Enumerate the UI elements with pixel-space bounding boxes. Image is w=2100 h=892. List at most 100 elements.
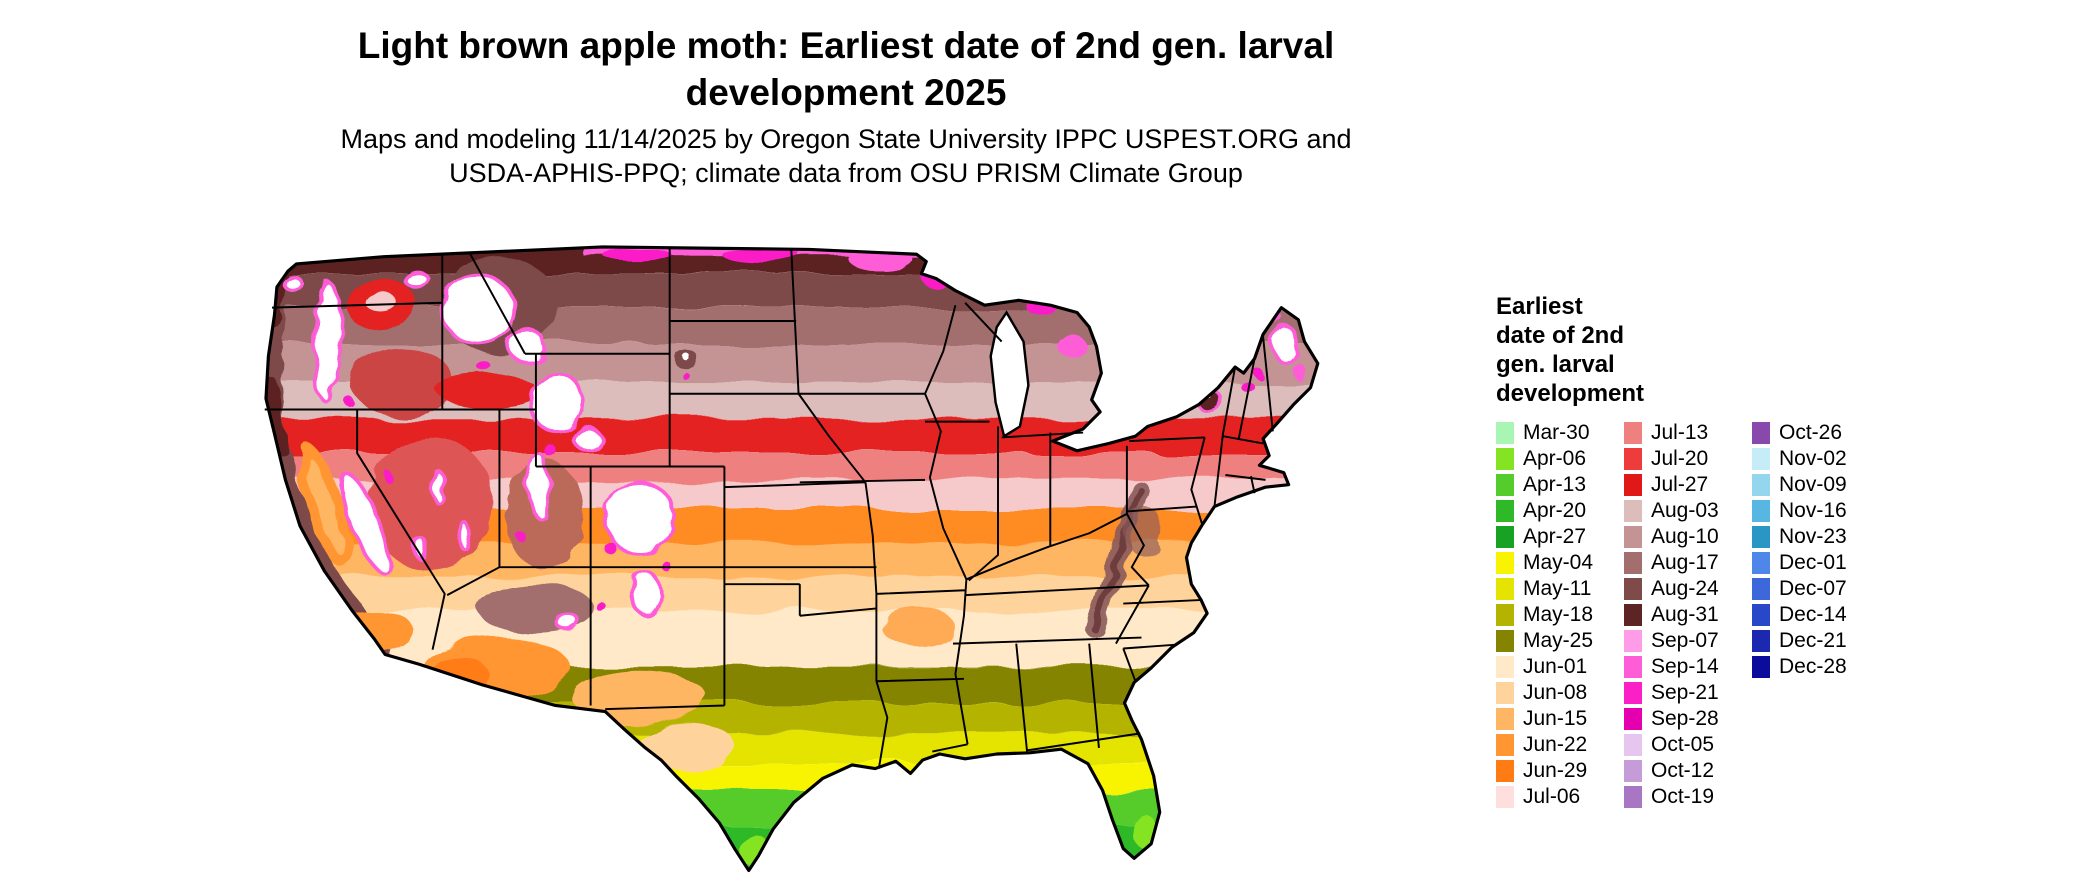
legend-label: Jul-13 — [1651, 421, 1709, 444]
legend-entry: Jun-01 — [1496, 654, 1610, 680]
legend-label: Dec-28 — [1779, 655, 1847, 678]
legend-swatch — [1624, 630, 1642, 652]
legend-label: Aug-03 — [1651, 499, 1719, 522]
legend-entry: Apr-06 — [1496, 446, 1610, 472]
legend-label: Jul-27 — [1651, 473, 1709, 496]
legend-swatch — [1624, 604, 1642, 626]
legend-entry: Sep-21 — [1624, 680, 1738, 706]
legend-label: Aug-17 — [1651, 551, 1719, 574]
legend-label: Aug-24 — [1651, 577, 1719, 600]
legend-swatch — [1752, 500, 1770, 522]
state-borders — [264, 246, 1274, 769]
legend-entry: May-04 — [1496, 550, 1610, 576]
legend-entry: Nov-02 — [1752, 446, 1866, 472]
legend-label: Oct-05 — [1651, 733, 1715, 756]
legend-swatch — [1752, 656, 1770, 678]
legend-label: Nov-02 — [1779, 447, 1847, 470]
legend-entry: Jun-29 — [1496, 758, 1610, 784]
legend-label: Apr-13 — [1523, 473, 1587, 496]
legend-title: Earliest date of 2nd gen. larval develop… — [1496, 292, 1866, 408]
legend-label: May-25 — [1523, 629, 1594, 652]
legend-swatch — [1624, 708, 1642, 730]
legend-columns: Mar-30 Apr-06 Apr-13 Apr-20 Apr-27 May-04 May-… — [1496, 420, 1866, 810]
page-subtitle-line2: USDA-APHIS-PPQ; climate data from OSU PR… — [449, 158, 1243, 188]
legend-title-line: date of 2nd — [1496, 322, 1625, 349]
legend-swatch — [1624, 526, 1642, 548]
mountain-white-areas — [282, 270, 690, 631]
legend-entry: Dec-21 — [1752, 628, 1866, 654]
legend-entry: Aug-17 — [1624, 550, 1738, 576]
legend-entry: Apr-13 — [1496, 472, 1610, 498]
legend-label: Jun-15 — [1523, 707, 1588, 730]
legend-label: Jul-20 — [1651, 447, 1709, 470]
legend-swatch — [1496, 604, 1514, 626]
legend-label: Jun-29 — [1523, 759, 1588, 782]
legend-label: Apr-06 — [1523, 447, 1587, 470]
legend-entry: May-11 — [1496, 576, 1610, 602]
legend-entry: Dec-14 — [1752, 602, 1866, 628]
page-subtitle-line1: Maps and modeling 11/14/2025 by Oregon S… — [340, 124, 1352, 154]
legend-label: Nov-16 — [1779, 499, 1847, 522]
legend-swatch — [1624, 422, 1642, 444]
legend-swatch — [1752, 526, 1770, 548]
legend-title-line: development — [1496, 380, 1645, 407]
legend-swatch — [1496, 708, 1514, 730]
legend-label: Dec-14 — [1779, 603, 1847, 626]
legend-entry: Dec-28 — [1752, 654, 1866, 680]
legend-swatch — [1752, 552, 1770, 574]
legend-column: Oct-26 Nov-02 Nov-09 Nov-16 Nov-23 Dec-01 Dec-… — [1752, 420, 1866, 810]
legend-column: Jul-13 Jul-20 Jul-27 Aug-03 Aug-10 Aug-17 Aug-… — [1624, 420, 1738, 810]
legend-label: May-18 — [1523, 603, 1594, 626]
legend-swatch — [1752, 474, 1770, 496]
legend-label: Sep-21 — [1651, 681, 1719, 704]
legend-entry: Sep-14 — [1624, 654, 1738, 680]
legend-swatch — [1496, 760, 1514, 782]
legend-entry: Apr-27 — [1496, 524, 1610, 550]
legend-label: Jun-22 — [1523, 733, 1588, 756]
legend-label: Nov-23 — [1779, 525, 1847, 548]
legend-label: Oct-19 — [1651, 785, 1715, 808]
legend-swatch — [1752, 604, 1770, 626]
legend-label: Mar-30 — [1523, 421, 1590, 444]
legend-label: May-04 — [1523, 551, 1594, 574]
legend-swatch — [1496, 578, 1514, 600]
legend-label: Nov-09 — [1779, 473, 1847, 496]
legend-swatch — [1496, 552, 1514, 574]
legend-label: Jun-08 — [1523, 681, 1588, 704]
legend-swatch — [1496, 682, 1514, 704]
legend-label: Dec-07 — [1779, 577, 1847, 600]
legend-entry: Nov-23 — [1752, 524, 1866, 550]
legend-swatch — [1496, 474, 1514, 496]
legend-swatch — [1624, 552, 1642, 574]
legend-swatch — [1496, 526, 1514, 548]
page-title: Light brown apple moth: Earliest date of… — [196, 22, 1496, 116]
legend-label: Sep-14 — [1651, 655, 1719, 678]
legend-label: Jun-01 — [1523, 655, 1588, 678]
legend-entry: Jun-15 — [1496, 706, 1610, 732]
legend-title-line: gen. larval — [1496, 351, 1615, 378]
legend-swatch — [1752, 630, 1770, 652]
legend-swatch — [1624, 734, 1642, 756]
legend-entry: Jul-20 — [1624, 446, 1738, 472]
legend-swatch — [1752, 578, 1770, 600]
legend-swatch — [1624, 786, 1642, 808]
legend-entry: Nov-09 — [1752, 472, 1866, 498]
legend-column: Mar-30 Apr-06 Apr-13 Apr-20 Apr-27 May-04 May-… — [1496, 420, 1610, 810]
legend-entry: Apr-20 — [1496, 498, 1610, 524]
legend-swatch — [1624, 500, 1642, 522]
legend-label: Apr-27 — [1523, 525, 1587, 548]
legend-swatch — [1624, 682, 1642, 704]
legend-swatch — [1496, 630, 1514, 652]
legend-label: Apr-20 — [1523, 499, 1587, 522]
legend-swatch — [1624, 578, 1642, 600]
us-map-container — [238, 230, 1454, 885]
legend-entry: Aug-31 — [1624, 602, 1738, 628]
legend-label: May-11 — [1523, 577, 1592, 600]
lake-michigan — [989, 310, 1030, 439]
page-title-line2: development 2025 — [685, 72, 1007, 113]
legend-entry: Jun-08 — [1496, 680, 1610, 706]
legend: Earliest date of 2nd gen. larval develop… — [1496, 292, 1866, 810]
legend-label: Dec-01 — [1779, 551, 1847, 574]
legend-swatch — [1496, 786, 1514, 808]
